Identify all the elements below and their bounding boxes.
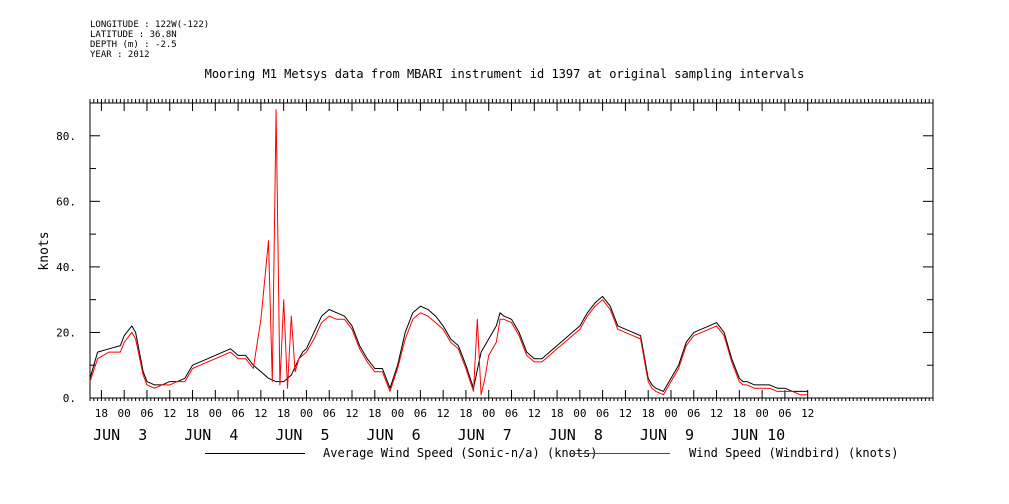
legend: Average Wind Speed (Sonic-n/a) (knots) W… [0,445,1009,463]
x-hour-label: 18 [550,407,563,420]
year-label: YEAR : 2012 [90,50,150,60]
y-tick-label: 0. [63,392,76,405]
x-day-label: JUN 8 [549,426,603,444]
x-day-label: JUN 6 [366,426,420,444]
x-hour-label: 12 [619,407,632,420]
legend-label-windbird: Wind Speed (Windbird) (knots) [689,446,899,460]
x-hour-label: 00 [391,407,404,420]
x-hour-label: 12 [801,407,814,420]
y-tick-label: 60. [56,195,76,208]
x-hour-label: 18 [368,407,381,420]
x-hour-label: 12 [345,407,358,420]
x-hour-label: 18 [642,407,655,420]
x-hour-label: 00 [482,407,495,420]
chart-title: Mooring M1 Metsys data from MBARI instru… [204,67,805,81]
x-hour-label: 12 [710,407,723,420]
longitude-label: LONGITUDE : 122W(-122) [90,20,210,30]
legend-line-windbird [570,453,670,454]
x-day-label: JUN 3 [93,426,147,444]
plot-frame [89,102,934,399]
x-hour-label: 12 [528,407,541,420]
y-axis: 0. 20. 40. 60. 80. [56,102,933,405]
latitude-label: LATITUDE : 36.8N [90,30,177,40]
x-hour-label: 00 [209,407,222,420]
x-hour-label: 06 [414,407,427,420]
x-hour-label: 00 [573,407,586,420]
x-hour-label: 00 [664,407,677,420]
series-line-windbird-wind-speed [89,109,808,396]
series-line-average-wind-speed [89,295,808,392]
x-hour-label: 18 [459,407,472,420]
x-hour-label: 06 [140,407,153,420]
x-day-label: JUN 9 [640,426,694,444]
x-hour-label: 12 [437,407,450,420]
metadata-block: LONGITUDE : 122W(-122) LATITUDE : 36.8N … [90,20,209,60]
series-group [89,109,808,396]
x-hour-label: 18 [277,407,290,420]
legend-line-sonic [205,453,305,454]
y-tick-label: 80. [56,130,76,143]
y-tick-label: 40. [56,261,76,274]
y-axis-label: knots [37,231,52,270]
x-day-label: JUN 7 [458,426,512,444]
x-hour-label: 06 [778,407,791,420]
x-day-label: JUN 4 [184,426,238,444]
x-hour-label: 06 [323,407,336,420]
x-hour-label: 12 [254,407,267,420]
x-hour-label: 12 [163,407,176,420]
legend-label-sonic: Average Wind Speed (Sonic-n/a) (knots) [323,446,598,460]
x-axis: 18 00 06 12 18 00 06 12 18 00 06 12 18 00 06 12 18 00 06 12… [93,103,814,444]
x-hour-label: 06 [596,407,609,420]
x-hour-label: 18 [95,407,108,420]
x-day-label: JUN 10 [731,426,785,444]
x-hour-label: 06 [505,407,518,420]
x-hour-label: 18 [733,407,746,420]
depth-label: DEPTH (m) : -2.5 [90,40,177,50]
x-hour-label: 00 [118,407,131,420]
x-day-label: JUN 5 [275,426,329,444]
minor-ticks [89,99,934,401]
x-hour-label: 00 [300,407,313,420]
y-tick-label: 20. [56,326,76,339]
x-hour-label: 00 [755,407,768,420]
x-hour-label: 06 [231,407,244,420]
x-hour-label: 06 [687,407,700,420]
x-hour-label: 18 [186,407,199,420]
